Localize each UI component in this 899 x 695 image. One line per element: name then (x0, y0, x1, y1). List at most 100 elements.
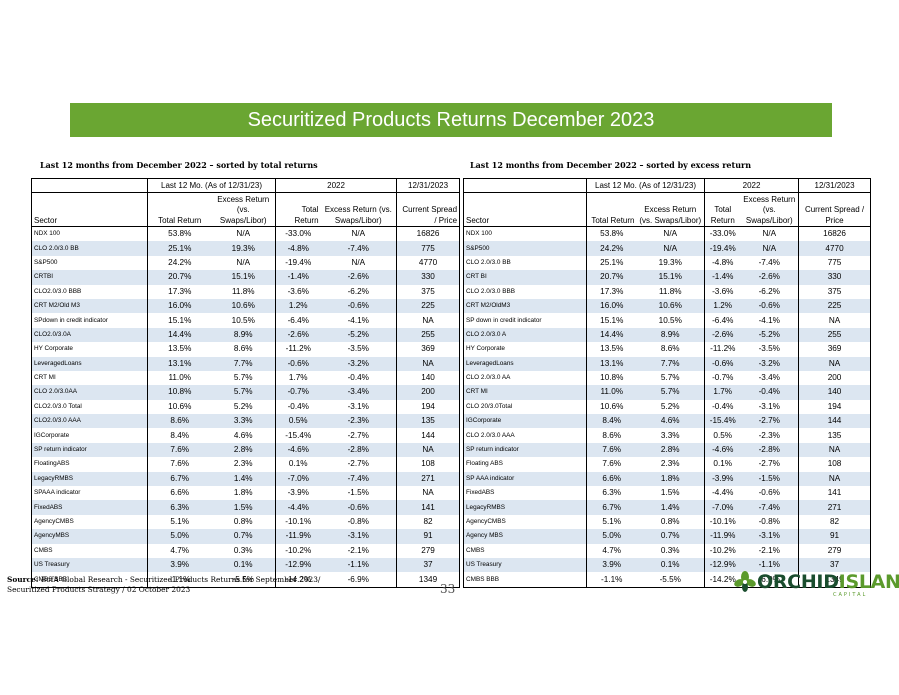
value-cell: -1.1% (147, 572, 212, 588)
value-cell: 0.3% (636, 543, 706, 558)
sector-cell: IGCorporate (463, 414, 587, 429)
sector-cell: S&P500 (463, 241, 587, 256)
value-cell: 37 (396, 557, 461, 573)
value-cell: -3.2% (740, 356, 800, 371)
value-cell: NA (396, 356, 461, 371)
sector-cell: FixedABS (463, 486, 587, 501)
sector-cell: SP return indicator (463, 442, 587, 458)
value-cell: 3.9% (586, 557, 637, 573)
value-cell: NA (798, 313, 872, 328)
group-header-last12: Last 12 Mo. (As of 12/31/23) (586, 178, 706, 193)
value-cell: 13.1% (586, 356, 637, 371)
value-cell: -10.2% (709, 545, 736, 555)
value-cell: -2.8% (740, 442, 800, 458)
value-cell: 5.7% (211, 385, 277, 400)
table-row: HY Corporate 13.5% 8.6% -11.2% -3.5% 369 (31, 342, 461, 357)
value-cell: -5.2% (320, 327, 398, 343)
table-row: LegacyRMBS 6.7% 1.4% -7.0% -7.4% 271 (463, 500, 872, 515)
value-cell: NA (396, 313, 461, 328)
col-header-excess-return: Excess Return (vs. Swaps/Libor) (636, 192, 706, 227)
value-cell: -3.5% (320, 342, 398, 357)
value-cell: 20.7% (147, 270, 212, 285)
value-cell: -2.6% (275, 327, 321, 343)
value-cell: -0.4% (320, 370, 398, 386)
sector-cell: CRT MI (31, 370, 148, 386)
value-cell: -3.1% (740, 529, 800, 544)
value-cell: 5.1% (602, 517, 622, 526)
value-cell: 375 (798, 284, 872, 299)
value-cell: 3.9% (147, 557, 212, 573)
value-cell: -2.8% (320, 442, 398, 458)
table-row: CMBS BBB -1.1% -5.5% -14.2% -6.9% 1349 (31, 572, 461, 588)
sector-cell: SPAAA indicator (31, 486, 148, 501)
value-cell: -10.1% (709, 517, 736, 526)
value-cell: 24.2% (586, 241, 637, 256)
value-cell: 1.7% (704, 385, 741, 400)
total-returns-table: Last 12 Mo. (As of 12/31/23) 2022 12/31/… (31, 178, 461, 588)
page-title: Securitized Products Returns December 20… (70, 103, 832, 137)
value-cell: 144 (798, 414, 872, 429)
value-cell: 1349 (798, 572, 872, 588)
value-cell: 20.7% (586, 270, 637, 285)
value-cell: 200 (798, 370, 872, 386)
value-cell: -6.2% (740, 284, 800, 299)
logo-word-orchid: ORCHID (757, 571, 839, 593)
value-cell: 6.3% (602, 488, 622, 498)
value-cell: -11.2% (285, 344, 311, 354)
col-header-total-return: Total Return (147, 192, 212, 227)
value-cell: 135 (396, 414, 461, 429)
value-cell: -0.8% (740, 514, 800, 530)
table-row: IGCorporate 8.4% 4.6% -15.4% -2.7% 144 (31, 428, 461, 443)
value-cell: -2.7% (320, 428, 398, 443)
sector-cell: LeveragedLoans (31, 356, 148, 371)
source-label: Source: (7, 575, 39, 584)
logo-word-island: ISLAND (838, 571, 899, 593)
table-row: CLO2.0/3.0A 14.4% 8.9% -2.6% -5.2% 255 (31, 327, 461, 343)
sector-cell: CMBS (463, 543, 587, 558)
logo-wordmark: ORCHIDISLAND (757, 571, 899, 593)
sector-cell: IGCorporate (31, 428, 148, 443)
table-row: AgencyCMBS 5.1% 0.8% -10.1% -0.8% 82 (31, 514, 461, 530)
table-row: CLO 2.0/3.0 BBB 17.3% 11.8% -3.6% -6.2% 375 (463, 284, 872, 299)
value-cell: 5.2% (636, 399, 706, 415)
value-cell: 330 (798, 270, 872, 285)
sector-cell: SP AAA indicator (463, 471, 587, 487)
sector-cell: CRT M2/OldM3 (463, 298, 587, 314)
value-cell: -3.9% (287, 488, 309, 498)
value-cell: 1.2% (704, 298, 741, 314)
value-cell: 6.3% (147, 500, 212, 515)
value-cell: -10.1% (285, 517, 312, 526)
value-cell: -5.5% (211, 572, 277, 588)
table-row: CLO 2.0/3.0 BB 25.1% 19.3% -4.8% -7.4% 775 (31, 241, 461, 256)
value-cell: -3.6% (712, 286, 734, 296)
value-cell: -0.4% (740, 385, 800, 400)
value-cell: -4.4% (712, 488, 734, 498)
value-cell: 0.1% (636, 557, 706, 573)
excess-returns-table: Last 12 Mo. (As of 12/31/23) 2022 12/31/… (463, 178, 872, 588)
value-cell: NA (798, 356, 872, 371)
col-header-sector: Sector (463, 192, 587, 227)
table-row: AgencyMBS 5.0% 0.7% -11.9% -3.1% 91 (31, 529, 461, 544)
value-cell: 0.1% (211, 557, 277, 573)
table-row: FixedABS 6.3% 1.5% -4.4% -0.6% 141 (31, 500, 461, 515)
value-cell: 0.5% (713, 430, 733, 440)
value-cell: 13.1% (147, 356, 212, 371)
value-cell: -1.1% (320, 557, 398, 573)
value-cell: -2.7% (740, 414, 800, 429)
value-cell: 4.6% (636, 414, 706, 429)
value-cell: NA (396, 486, 461, 501)
table-row: LegacyRMBS 6.7% 1.4% -7.0% -7.4% 271 (31, 471, 461, 487)
value-cell: -33.0% (709, 229, 736, 239)
sector-cell: CLO 2.0/3.0 BB (31, 241, 148, 256)
value-cell: NA (798, 442, 872, 458)
value-cell: 1.4% (636, 500, 706, 515)
value-cell: 0.7% (211, 529, 277, 544)
value-cell: -0.6% (275, 356, 321, 371)
col-header-2022-total-return: Total Return (275, 192, 321, 227)
logo-subtitle: CAPITAL (833, 592, 868, 598)
value-cell: 91 (798, 529, 872, 544)
table-row: FloatingABS 7.6% 2.3% 0.1% -2.7% 108 (31, 457, 461, 472)
value-cell: 271 (396, 471, 461, 487)
value-cell: 5.2% (211, 399, 277, 415)
value-cell: 10.5% (211, 313, 277, 328)
